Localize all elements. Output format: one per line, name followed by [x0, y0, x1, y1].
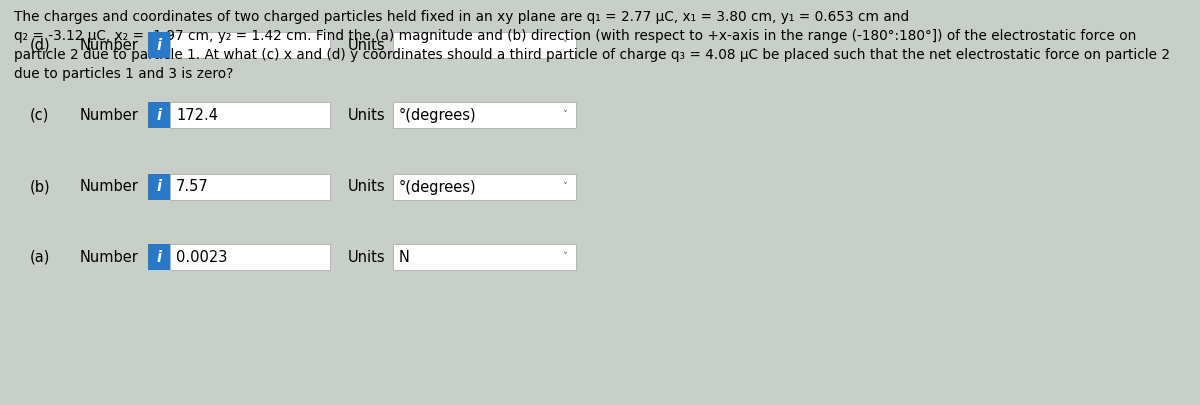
Text: i: i — [156, 179, 162, 194]
Text: Units: Units — [348, 249, 385, 264]
Bar — [394, 32, 576, 58]
Text: Number: Number — [80, 179, 139, 194]
Bar — [394, 244, 576, 270]
Bar — [170, 102, 330, 128]
Bar — [394, 174, 576, 200]
Text: i: i — [156, 107, 162, 122]
Text: N: N — [398, 249, 410, 264]
Text: The charges and coordinates of two charged particles held fixed in an xy plane a: The charges and coordinates of two charg… — [14, 10, 1170, 81]
Text: ˅: ˅ — [563, 40, 568, 50]
Bar — [148, 102, 170, 128]
Bar — [170, 174, 330, 200]
Text: Units: Units — [348, 179, 385, 194]
Text: (d): (d) — [30, 38, 50, 53]
Bar — [170, 244, 330, 270]
Text: Units: Units — [348, 38, 385, 53]
Text: Number: Number — [80, 107, 139, 122]
Text: 7.57: 7.57 — [176, 179, 209, 194]
Text: (b): (b) — [30, 179, 50, 194]
Text: i: i — [156, 249, 162, 264]
Text: (a): (a) — [30, 249, 50, 264]
Text: Number: Number — [80, 249, 139, 264]
Text: (c): (c) — [30, 107, 49, 122]
Text: °(degrees): °(degrees) — [398, 179, 476, 194]
Bar — [148, 174, 170, 200]
Bar — [148, 244, 170, 270]
Text: °(degrees): °(degrees) — [398, 107, 476, 122]
Bar — [148, 32, 170, 58]
Text: ˅: ˅ — [563, 182, 568, 192]
Text: Units: Units — [348, 107, 385, 122]
Text: 172.4: 172.4 — [176, 107, 218, 122]
Bar — [394, 102, 576, 128]
Text: 0.0023: 0.0023 — [176, 249, 227, 264]
Bar — [170, 32, 330, 58]
Text: ˅: ˅ — [563, 252, 568, 262]
Text: Number: Number — [80, 38, 139, 53]
Text: i: i — [156, 38, 162, 53]
Text: ˅: ˅ — [563, 110, 568, 120]
